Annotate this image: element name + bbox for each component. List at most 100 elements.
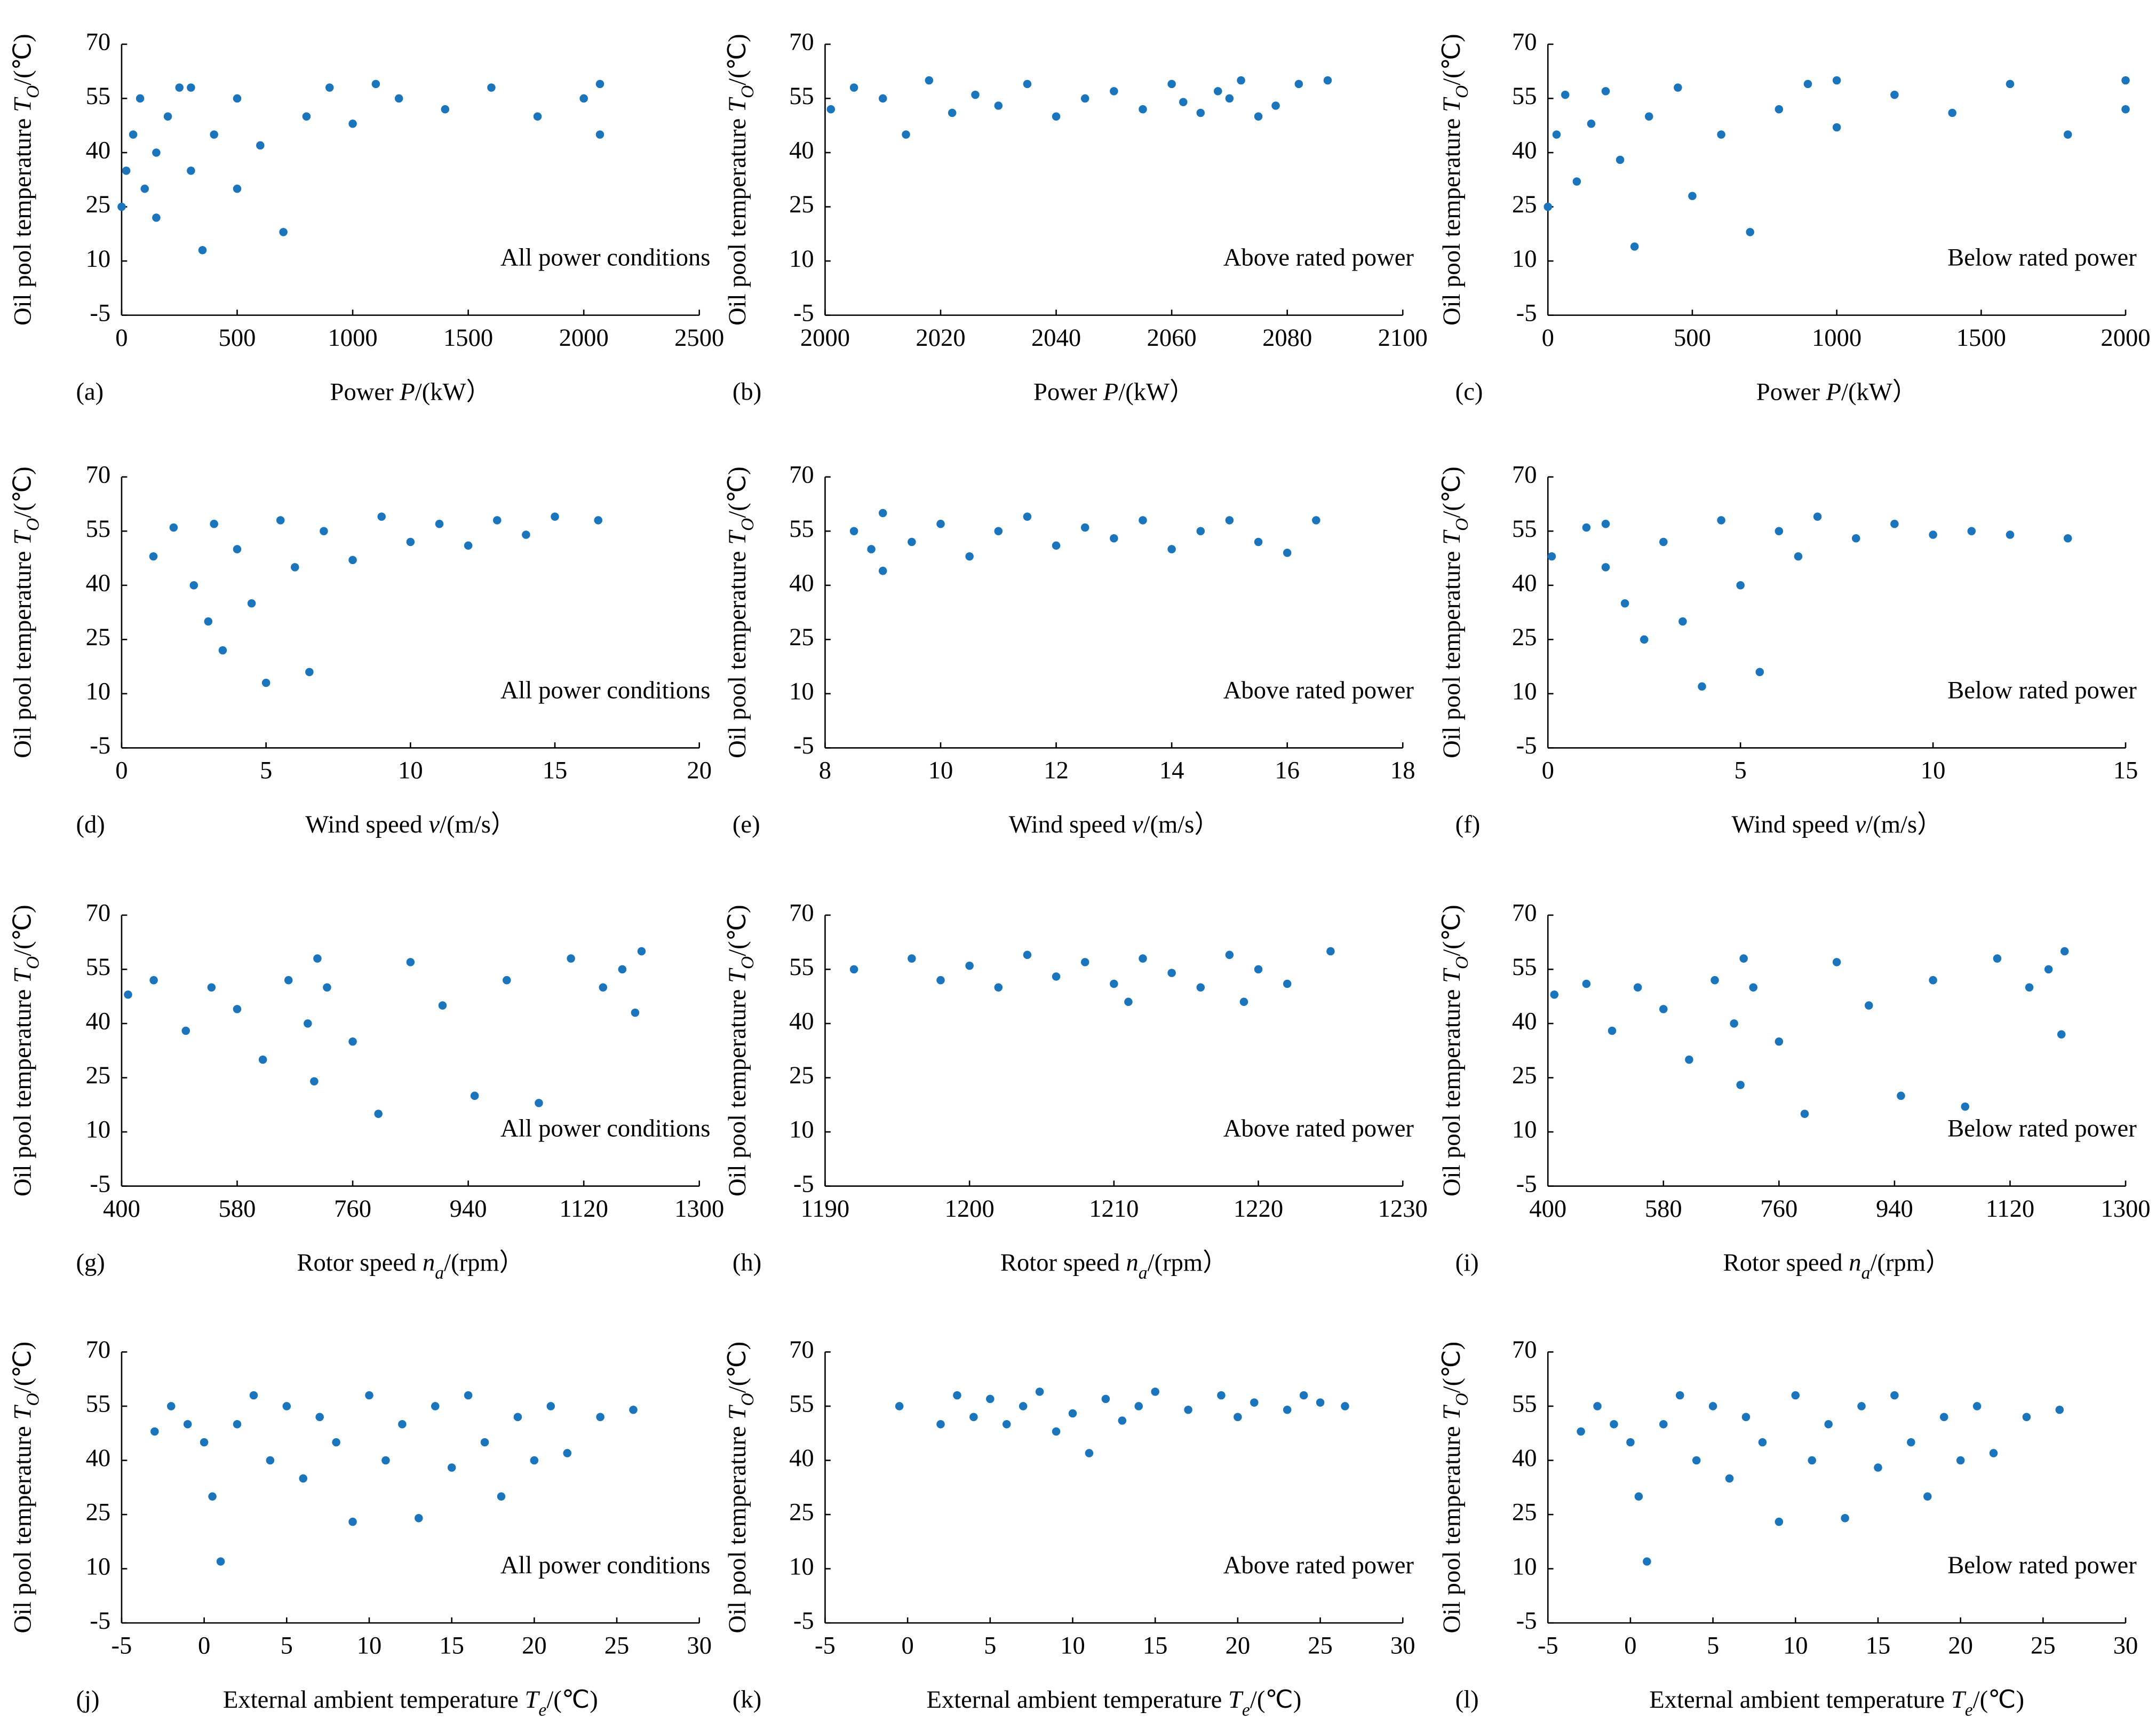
y-tick-label: 40	[86, 1008, 111, 1035]
y-tick-label: 40	[86, 1444, 111, 1472]
x-axis-label: External ambient temperature Te/(℃)	[223, 1685, 598, 1720]
label-unit: /(℃)	[9, 34, 36, 85]
scatter-point	[1167, 969, 1176, 977]
label-symbol: n	[423, 1249, 435, 1277]
scatter-point	[1644, 112, 1653, 121]
scatter-point	[2022, 1413, 2031, 1422]
x-tick-label: 1230	[1378, 1195, 1428, 1223]
scatter-point	[152, 148, 161, 157]
scatter-point	[1630, 242, 1639, 251]
y-axis-label: Oil pool temperature TO/(℃)	[723, 905, 758, 1196]
y-tick-label: -5	[90, 732, 110, 759]
y-axis-label: Oil pool temperature TO/(℃)	[723, 34, 758, 326]
scatter-point	[381, 1456, 390, 1465]
label-symbol: T	[9, 97, 36, 112]
scatter-point	[1080, 523, 1089, 532]
scatter-point	[187, 83, 195, 92]
label-subscript: O	[1452, 85, 1472, 98]
label-unit: /(kW）	[1841, 378, 1917, 406]
label-subscript: O	[23, 956, 43, 969]
scatter-point	[1544, 202, 1553, 211]
scatter-point	[895, 1402, 904, 1410]
label-text: External ambient temperature	[223, 1685, 525, 1713]
y-tick-label: 40	[1512, 1444, 1537, 1472]
scatter-point	[233, 184, 242, 193]
y-tick-label: -5	[793, 1607, 814, 1635]
y-tick-label: 25	[86, 191, 111, 218]
panel-annotation: Below rated power	[1947, 676, 2137, 704]
x-tick-label: 25	[2031, 1631, 2056, 1659]
scatter-point	[406, 537, 415, 546]
label-unit: /(℃)	[1438, 905, 1466, 956]
scatter-point	[1791, 1391, 1800, 1400]
scatter-point	[1711, 976, 1719, 985]
scatter-point	[1857, 1402, 1866, 1410]
x-tick-label: 1200	[945, 1195, 995, 1223]
panel-label: (j)	[76, 1685, 99, 1713]
scatter-point	[1035, 1388, 1044, 1396]
scatter-point	[140, 184, 149, 193]
scatter-point	[1874, 1463, 1882, 1472]
scatter-point	[908, 537, 916, 546]
panel-annotation: Below rated power	[1947, 1551, 2137, 1579]
scatter-point	[1234, 1413, 1242, 1422]
x-axis-label: Rotor speed na/(rpm）	[297, 1249, 524, 1283]
scatter-point	[1775, 1517, 1784, 1526]
x-tick-label: 1300	[2101, 1195, 2150, 1223]
label-symbol: T	[1951, 1685, 1967, 1713]
y-tick-label: 70	[1512, 1336, 1537, 1364]
scatter-point	[348, 556, 357, 565]
scatter-point	[1692, 1456, 1701, 1465]
scatter-point	[1110, 534, 1118, 543]
panel-label: (e)	[733, 811, 760, 838]
y-tick-label: 40	[86, 569, 111, 597]
scatter-point	[1179, 98, 1188, 106]
panel-annotation: All power conditions	[500, 676, 711, 704]
label-symbol: v	[1855, 811, 1866, 838]
y-tick-label: -5	[793, 1170, 814, 1198]
x-tick-label: 30	[2113, 1631, 2138, 1659]
x-tick-label: 1120	[559, 1195, 608, 1223]
label-unit: /(m/s）	[1143, 811, 1219, 838]
panel-label: (d)	[76, 811, 105, 838]
scatter-point	[1196, 527, 1205, 536]
label-symbol: P	[1103, 378, 1118, 406]
scatter-point	[1851, 534, 1860, 543]
x-tick-label: 1300	[674, 1195, 724, 1223]
y-tick-label: 10	[789, 1116, 814, 1144]
label-text: Oil pool temperature	[9, 983, 36, 1196]
label-unit: /(kW）	[415, 378, 491, 406]
label-text: Oil pool temperature	[723, 545, 751, 758]
scatter-point	[497, 1492, 506, 1501]
scatter-point	[1803, 80, 1812, 89]
scatter-point	[551, 512, 559, 521]
x-tick-label: 2000	[2101, 324, 2150, 352]
y-axis-label: Oil pool temperature TO/(℃)	[9, 1342, 43, 1634]
panel-label: (k)	[733, 1685, 761, 1713]
y-tick-label: 40	[1512, 137, 1537, 164]
scatter-point	[1023, 950, 1032, 960]
label-subscript: O	[1452, 1393, 1472, 1406]
y-tick-label: 10	[1512, 1116, 1537, 1144]
label-unit: /(rpm）	[444, 1249, 524, 1277]
scatter-point	[431, 1402, 440, 1410]
label-unit: /(℃)	[1973, 1685, 2024, 1713]
y-tick-label: 55	[86, 515, 111, 543]
scatter-point	[150, 1427, 159, 1436]
y-tick-label: 70	[86, 28, 111, 56]
scatter-point	[1139, 954, 1147, 963]
scatter-point	[348, 120, 357, 128]
scatter-point	[936, 976, 945, 985]
scatter-point	[925, 76, 934, 85]
scatter-point	[492, 516, 502, 525]
x-tick-label: 25	[604, 1631, 630, 1659]
label-unit: /(℃)	[723, 905, 751, 956]
panel-label: (l)	[1455, 1685, 1479, 1713]
scatter-point	[1610, 1420, 1618, 1429]
scatter-point	[1736, 581, 1745, 590]
scatter-point	[1832, 76, 1841, 85]
panel-label: (i)	[1455, 1249, 1479, 1277]
label-symbol: n	[1849, 1249, 1861, 1277]
x-tick-label: 10	[1921, 757, 1946, 784]
x-tick-label: 20	[687, 757, 712, 784]
